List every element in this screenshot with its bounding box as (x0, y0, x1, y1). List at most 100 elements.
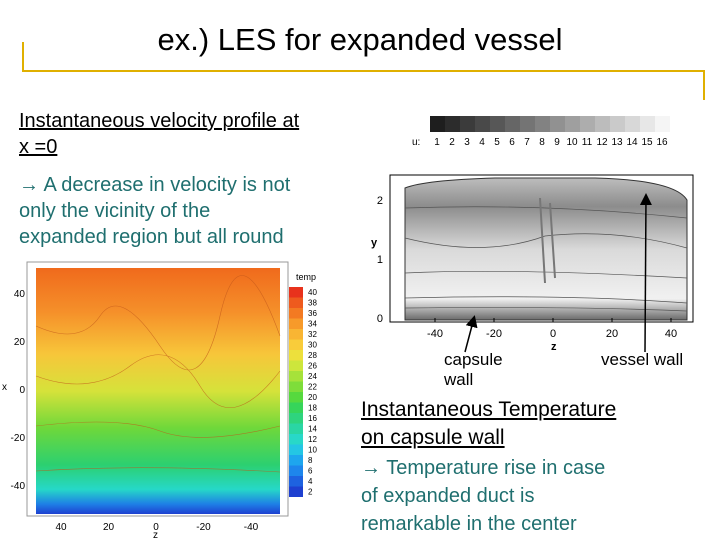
temperature-legend-label: 12 (308, 435, 317, 444)
velocity-note: → A decrease in velocity is not only the… (19, 172, 290, 250)
temperature-legend-swatch (289, 371, 303, 382)
velocity-legend-label: 3 (464, 137, 470, 148)
temperature-legend-swatch (289, 381, 303, 392)
velocity-contour-figure: u: 1 2 3 4 5 6 7 8 9 10 11 12 13 14 15 16 -40 -20 0 20 40 0… (371, 116, 694, 353)
velocity-legend-bar (430, 116, 670, 132)
accent-line-vertical (22, 42, 24, 72)
temperature-legend-swatch (289, 287, 303, 298)
temp-x-tick-label: -20 (196, 522, 211, 533)
temperature-legend-label: 18 (308, 404, 317, 413)
velocity-legend-swatch (580, 116, 595, 132)
temperature-legend-label: 4 (308, 477, 313, 486)
capsule-wall-label-line1: capsule (444, 350, 503, 369)
temperature-legend-swatch (289, 486, 303, 497)
temperature-note-line1: Temperature rise in case (386, 457, 606, 479)
accent-line-horizontal (22, 70, 704, 72)
temp-ylabel: x (2, 382, 7, 393)
temperature-legend-title: temp (296, 272, 316, 282)
temperature-legend-swatch (289, 392, 303, 403)
temp-x-tick-label: 40 (55, 522, 67, 533)
velocity-x-tick-label: 40 (665, 328, 677, 340)
velocity-legend-label: 8 (539, 137, 545, 148)
velocity-x-tick-label: -20 (486, 328, 502, 340)
temperature-legend-label: 8 (308, 456, 313, 465)
temp-y-tick-label: -20 (11, 433, 26, 444)
velocity-legend-swatch (655, 116, 670, 132)
velocity-heading-line2: x =0 (19, 136, 58, 158)
temperature-legend-swatch (289, 444, 303, 455)
velocity-y-tick-label: 2 (377, 195, 383, 207)
temperature-legend-label: 10 (308, 446, 317, 455)
velocity-note-line3: expanded region but all round (19, 226, 284, 248)
temperature-legend-swatch (289, 329, 303, 340)
velocity-heading: Instantaneous velocity profile at x =0 (19, 108, 299, 160)
velocity-legend-label: 12 (596, 137, 608, 148)
velocity-legend-label: 9 (554, 137, 560, 148)
temperature-legend-label: 28 (308, 351, 317, 360)
temperature-legend-swatch (289, 423, 303, 434)
temp-xlabel: z (153, 530, 158, 540)
velocity-x-tick-label: 0 (550, 328, 556, 340)
velocity-legend-label: 7 (524, 137, 530, 148)
velocity-x-tick-label: -40 (427, 328, 443, 340)
temperature-heading-line1: Instantaneous Temperature (361, 398, 617, 421)
velocity-heading-line1: Instantaneous velocity profile at (19, 110, 300, 132)
arrow-icon: → (361, 457, 381, 479)
velocity-contour-field (404, 177, 688, 321)
temperature-note-line2: of expanded duct is (361, 485, 535, 507)
velocity-legend-swatch (535, 116, 550, 132)
temp-x-ticks: 40 20 0 -20 -40 (55, 522, 258, 533)
velocity-y-tick-label: 1 (377, 254, 383, 266)
velocity-legend-swatch (595, 116, 610, 132)
capsule-wall-label-line2: wall (444, 370, 474, 389)
velocity-legend-label: 5 (494, 137, 500, 148)
velocity-legend-swatch (490, 116, 505, 132)
temperature-heading-line2: on capsule wall (361, 426, 505, 449)
temperature-legend-swatch (289, 455, 303, 466)
temperature-legend-swatch (289, 476, 303, 487)
temperature-legend-swatch (289, 402, 303, 413)
velocity-legend-swatch (565, 116, 580, 132)
temp-y-ticks: 40 20 0 -20 -40 (11, 289, 26, 492)
temperature-legend-label: 22 (308, 383, 317, 392)
velocity-legend-swatch (640, 116, 655, 132)
temperature-legend-swatch (289, 465, 303, 476)
capsule-wall-arrow (464, 315, 478, 353)
velocity-legend-swatch (520, 116, 535, 132)
velocity-legend-swatch (445, 116, 460, 132)
temp-x-tick-label: 20 (103, 522, 115, 533)
temp-x-tick-label: 0 (153, 522, 159, 533)
temperature-legend-label: 36 (308, 309, 317, 318)
velocity-legend-swatch (475, 116, 490, 132)
temp-y-tick-label: 0 (19, 385, 25, 396)
temperature-note-line3: remarkable in the center (361, 513, 577, 535)
velocity-legend-label: 4 (479, 137, 485, 148)
temp-y-tick-label: -40 (11, 481, 26, 492)
temperature-legend-label: 34 (308, 320, 317, 329)
temp-y-tick-label: 40 (14, 289, 26, 300)
temperature-heading: Instantaneous Temperature on capsule wal… (361, 396, 616, 452)
temperature-legend-bar (289, 287, 303, 497)
velocity-xlabel: z (551, 341, 557, 353)
temperature-legend-swatch (289, 297, 303, 308)
temperature-contour-field (36, 268, 280, 514)
temperature-legend-swatch (289, 318, 303, 329)
temperature-legend-label: 24 (308, 372, 317, 381)
velocity-legend-label: 15 (641, 137, 653, 148)
velocity-legend-var: u: (412, 137, 420, 148)
velocity-legend-label: 6 (509, 137, 515, 148)
velocity-legend-label: 11 (582, 137, 593, 148)
temperature-legend-label: 6 (308, 467, 313, 476)
temperature-note: → Temperature rise in case of expanded d… (361, 454, 605, 538)
slide-title: ex.) LES for expanded vessel (157, 22, 563, 57)
temperature-legend-swatch (289, 413, 303, 424)
temperature-legend-label: 38 (308, 299, 317, 308)
temperature-legend-swatch (289, 339, 303, 350)
temperature-legend-swatch (289, 360, 303, 371)
temperature-legend-label: 26 (308, 362, 317, 371)
velocity-x-ticks: -40 -20 0 20 40 (427, 318, 677, 340)
arrow-icon: → (19, 174, 39, 196)
velocity-legend-label: 10 (566, 137, 578, 148)
temperature-legend-label: 16 (308, 414, 317, 423)
